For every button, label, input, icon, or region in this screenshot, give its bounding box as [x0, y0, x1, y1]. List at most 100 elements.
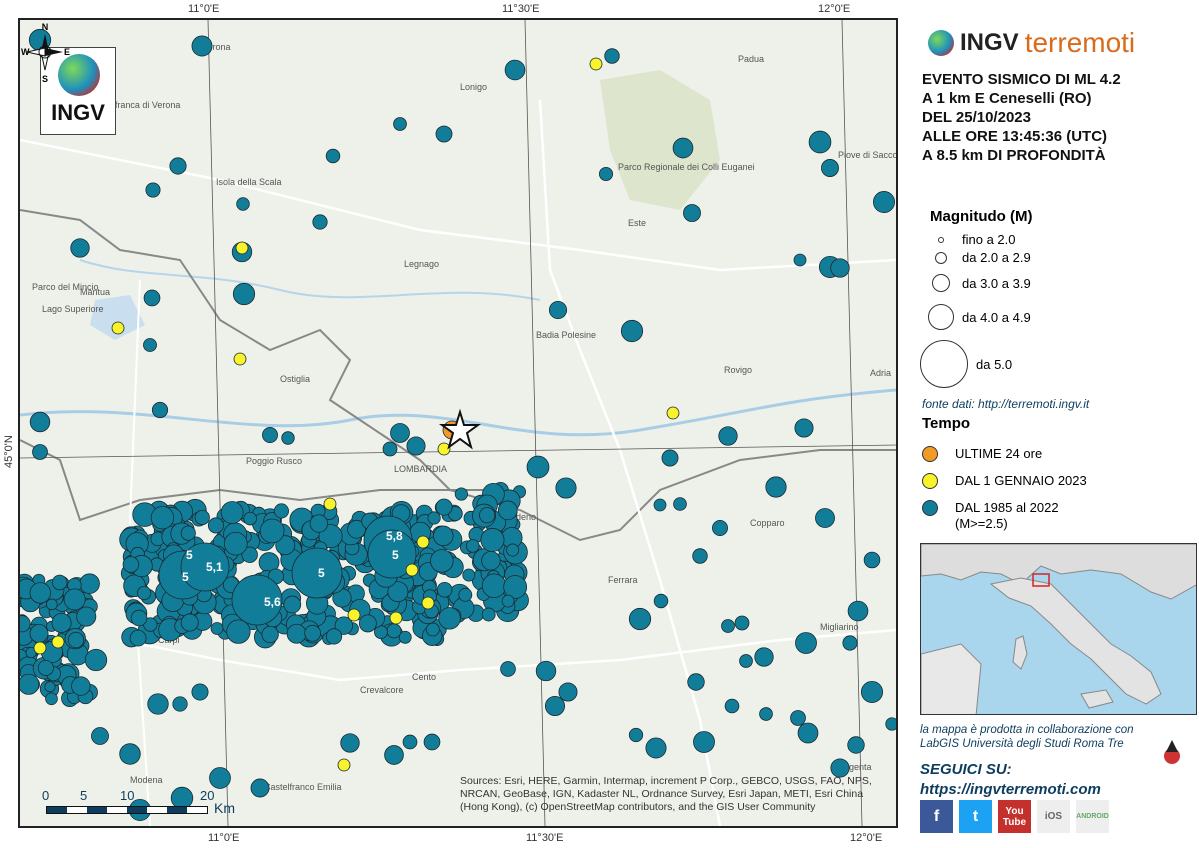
- earthquake-marker: [790, 710, 806, 726]
- place-label: Lago Superiore: [42, 304, 104, 314]
- data-source-link[interactable]: fonte dati: http://terremoti.ingv.it: [922, 397, 1090, 411]
- website-link[interactable]: https://ingvterremoti.com: [920, 781, 1101, 798]
- follow-us: SEGUICI SU: https://ingvterremoti.com: [920, 761, 1101, 798]
- earthquake-marker: [194, 509, 210, 526]
- earthquake-marker: [673, 497, 687, 511]
- twitter-icon[interactable]: t: [959, 800, 992, 833]
- earthquake-marker: [261, 625, 279, 644]
- top-coord-3: 12°0'E: [818, 3, 851, 15]
- seismic-map[interactable]: Verona Padua Lonigo Villafranca di Verona Is…: [18, 18, 898, 828]
- time-item: DAL 1985 al 2022 (M>=2.5): [922, 500, 1059, 532]
- earthquake-marker: [235, 241, 249, 255]
- graticule-line: [207, 20, 229, 826]
- earthquake-marker: [437, 442, 451, 456]
- place-label: Ferrara: [608, 575, 638, 585]
- place-label: Argenta: [840, 762, 872, 772]
- earthquake-marker: [389, 611, 403, 625]
- earthquake-marker: [628, 727, 644, 743]
- earthquake-marker: [44, 681, 56, 693]
- quake-magnitude-label: 5: [318, 566, 325, 580]
- time-item: DAL 1 GENNAIO 2023: [922, 473, 1087, 489]
- left-coord: 45°0'N: [3, 435, 15, 468]
- earthquake-marker: [337, 758, 351, 772]
- colli-euganei-area: [600, 70, 720, 210]
- earthquake-marker: [223, 531, 248, 556]
- earthquake-marker: [416, 535, 430, 549]
- quake-magnitude-label: 5,1: [206, 560, 223, 574]
- earthquake-marker: [721, 619, 735, 633]
- earthquake-marker: [797, 722, 819, 744]
- event-title: EVENTO SISMICO DI ML 4.2 A 1 km E Cenese…: [922, 71, 1121, 164]
- earthquake-marker: [430, 549, 454, 573]
- place-label: Lonigo: [460, 82, 487, 92]
- earthquake-marker: [241, 546, 258, 563]
- quake-magnitude-label: 5: [186, 548, 193, 562]
- earthquake-marker: [481, 573, 507, 598]
- earthquake-marker: [398, 630, 412, 644]
- place-label: Mantua: [80, 287, 110, 297]
- facebook-icon[interactable]: f: [920, 800, 953, 833]
- earthquake-marker: [79, 573, 100, 594]
- earthquake-marker: [402, 734, 418, 750]
- earthquake-marker: [687, 673, 705, 691]
- earthquake-marker: [885, 717, 896, 731]
- earthquake-marker: [382, 441, 398, 457]
- ios-icon[interactable]: iOS: [1037, 800, 1070, 833]
- earthquake-marker: [325, 628, 343, 645]
- earthquake-marker: [548, 300, 568, 320]
- italy-inset-map: [920, 543, 1197, 715]
- earthquake-marker: [628, 607, 652, 631]
- earthquake-marker: [387, 581, 409, 603]
- earthquake-marker: [20, 673, 40, 695]
- youtube-icon[interactable]: You Tube: [998, 800, 1031, 833]
- map-canvas: Verona Padua Lonigo Villafranca di Verona Is…: [20, 20, 896, 826]
- earthquake-marker: [712, 520, 728, 536]
- time-legend-title: Tempo: [922, 415, 971, 432]
- earthquake-marker: [808, 130, 832, 154]
- earthquake-marker: [754, 647, 774, 667]
- earthquake-marker: [286, 623, 307, 644]
- top-coord-2: 11°30'E: [502, 3, 540, 15]
- magnitude-item: da 4.0 a 4.9: [928, 304, 1031, 330]
- earthquake-marker: [119, 743, 141, 765]
- earthquake-marker: [130, 609, 148, 627]
- earthquake-marker: [620, 319, 644, 343]
- earthquake-marker: [683, 204, 701, 222]
- ingv-terremoti-brand[interactable]: INGV terremoti: [928, 27, 1135, 58]
- earthquake-marker: [33, 641, 47, 655]
- earthquake-marker: [29, 411, 51, 433]
- earthquake-marker: [304, 624, 322, 642]
- river-line: [79, 259, 541, 301]
- earthquake-marker: [435, 125, 453, 143]
- place-label: Villafranca di Verona: [98, 100, 180, 110]
- earthquake-marker: [358, 614, 377, 633]
- place-label: Isola della Scala: [216, 177, 282, 187]
- place-label: Legnago: [404, 259, 439, 269]
- earthquake-marker: [281, 431, 295, 445]
- ingv-logo: INGV: [40, 47, 116, 135]
- earthquake-marker: [598, 166, 614, 182]
- region-border: [20, 439, 896, 542]
- earthquake-marker: [291, 547, 343, 599]
- earthquake-marker: [347, 608, 361, 622]
- place-label: Castelfranco Emilia: [264, 782, 342, 792]
- epicenter-star-icon: [438, 408, 482, 450]
- logo-text: INGV: [51, 100, 105, 125]
- earthquake-marker: [129, 629, 147, 647]
- earthquake-marker: [137, 585, 152, 601]
- earthquake-marker: [544, 695, 566, 717]
- road: [128, 279, 151, 826]
- earthquake-marker: [259, 518, 285, 544]
- earthquake-marker: [67, 631, 85, 649]
- earthquake-marker: [169, 157, 187, 175]
- earthquake-marker: [863, 551, 881, 569]
- road: [20, 138, 896, 272]
- bottom-coord-1: 11°0'E: [208, 832, 240, 844]
- earthquake-marker: [604, 48, 620, 64]
- earthquake-marker: [815, 508, 835, 528]
- earthquake-marker: [481, 550, 501, 571]
- earthquake-marker: [207, 517, 224, 534]
- magnitude-item: da 3.0 a 3.9: [932, 274, 1031, 292]
- earthquake-marker: [842, 635, 858, 651]
- android-icon[interactable]: ANDROID: [1076, 800, 1109, 833]
